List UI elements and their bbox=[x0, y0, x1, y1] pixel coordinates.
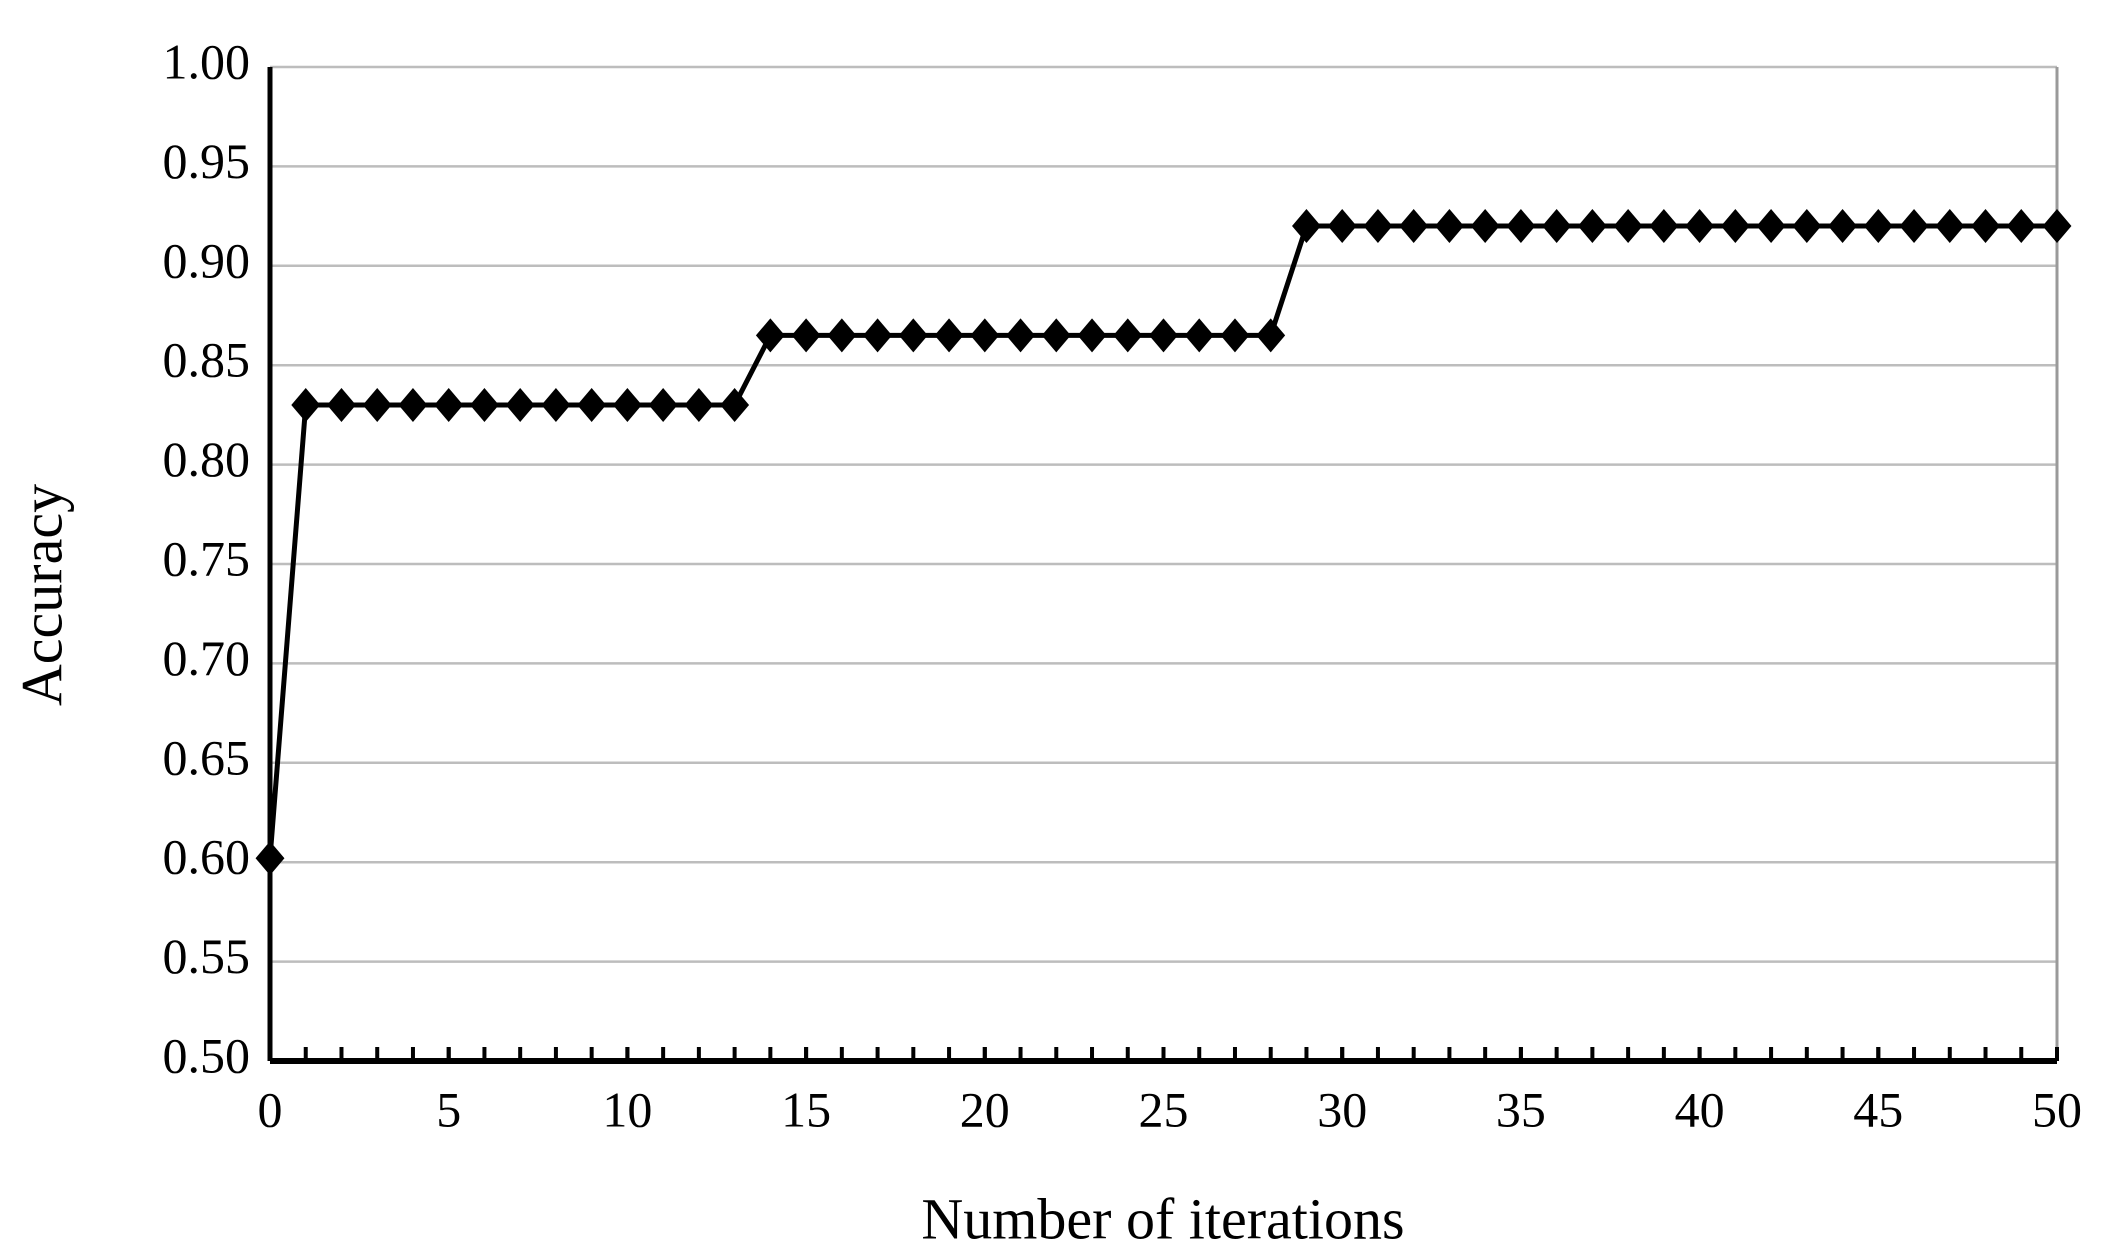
marker bbox=[1613, 209, 1643, 244]
x-tick-label: 35 bbox=[1496, 1081, 1546, 1137]
y-tick-label: 0.75 bbox=[163, 530, 251, 586]
y-tick-label: 0.65 bbox=[163, 729, 251, 785]
marker bbox=[2006, 209, 2036, 244]
marker bbox=[434, 387, 464, 422]
marker bbox=[577, 387, 607, 422]
x-axis-title: Number of iterations bbox=[921, 1186, 1404, 1251]
x-tick-label: 50 bbox=[2032, 1081, 2082, 1137]
marker bbox=[827, 318, 857, 353]
marker bbox=[2042, 209, 2072, 244]
marker bbox=[1434, 209, 1464, 244]
marker bbox=[505, 387, 535, 422]
marker bbox=[934, 318, 964, 353]
marker bbox=[1756, 209, 1786, 244]
marker bbox=[1363, 209, 1393, 244]
y-tick-label: 1.00 bbox=[163, 33, 251, 89]
y-tick-label: 0.80 bbox=[163, 431, 251, 487]
y-tick-label: 0.60 bbox=[163, 829, 251, 885]
marker bbox=[1327, 209, 1357, 244]
x-tick-label: 45 bbox=[1853, 1081, 1903, 1137]
x-tick-label: 20 bbox=[960, 1081, 1010, 1137]
marker bbox=[1792, 209, 1822, 244]
marker bbox=[1292, 209, 1321, 244]
marker bbox=[1542, 209, 1572, 244]
marker bbox=[720, 387, 750, 422]
marker bbox=[1935, 209, 1965, 244]
marker bbox=[1470, 209, 1500, 244]
marker bbox=[362, 387, 392, 422]
y-tick-label: 0.90 bbox=[163, 232, 251, 288]
marker bbox=[255, 841, 285, 876]
x-tick-label: 0 bbox=[258, 1081, 283, 1137]
marker bbox=[755, 318, 785, 353]
x-tick-label: 40 bbox=[1675, 1081, 1725, 1137]
marker bbox=[1720, 209, 1750, 244]
marker bbox=[1041, 318, 1071, 353]
marker bbox=[1077, 318, 1107, 353]
y-tick-label: 0.50 bbox=[163, 1027, 251, 1083]
marker bbox=[1006, 318, 1035, 353]
y-axis-title: Accuracy bbox=[9, 484, 74, 706]
marker bbox=[398, 387, 428, 422]
x-tick-label: 25 bbox=[1139, 1081, 1189, 1137]
marker bbox=[291, 387, 321, 422]
marker bbox=[327, 387, 356, 422]
marker bbox=[898, 318, 928, 353]
marker bbox=[863, 318, 893, 353]
marker bbox=[1685, 209, 1715, 244]
y-tick-label: 0.85 bbox=[163, 332, 251, 388]
marker bbox=[612, 387, 642, 422]
marker bbox=[1577, 209, 1607, 244]
y-tick-label: 0.70 bbox=[163, 630, 251, 686]
x-tick-label: 10 bbox=[602, 1081, 652, 1137]
marker bbox=[1113, 318, 1143, 353]
marker bbox=[970, 318, 1000, 353]
marker bbox=[1899, 209, 1929, 244]
x-tick-label: 15 bbox=[781, 1081, 831, 1137]
marker bbox=[1971, 209, 2000, 244]
marker bbox=[1863, 209, 1893, 244]
marker bbox=[684, 387, 714, 422]
marker bbox=[1220, 318, 1250, 353]
marker bbox=[1828, 209, 1858, 244]
marker bbox=[648, 387, 678, 422]
marker bbox=[1506, 209, 1536, 244]
marker bbox=[791, 318, 821, 353]
marker bbox=[541, 387, 571, 422]
marker bbox=[1184, 318, 1214, 353]
y-tick-label: 0.95 bbox=[163, 133, 251, 189]
marker bbox=[1649, 209, 1679, 244]
marker bbox=[1399, 209, 1429, 244]
marker bbox=[1256, 318, 1286, 353]
marker bbox=[1149, 318, 1178, 353]
y-tick-label: 0.55 bbox=[163, 928, 251, 984]
x-tick-label: 30 bbox=[1317, 1081, 1367, 1137]
x-tick-label: 5 bbox=[436, 1081, 461, 1137]
marker bbox=[469, 387, 499, 422]
